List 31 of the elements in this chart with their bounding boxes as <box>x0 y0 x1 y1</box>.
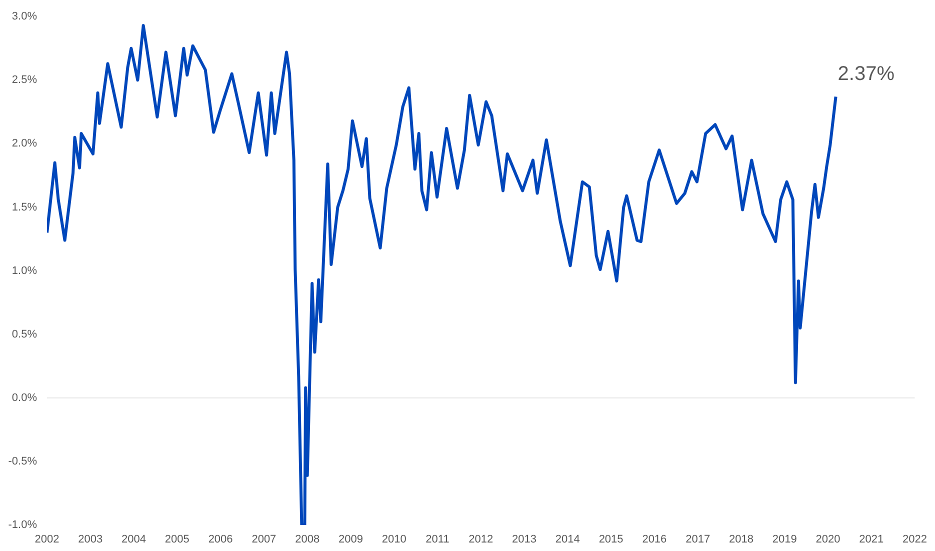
y-tick-label: 3.0% <box>12 10 38 23</box>
x-tick-label: 2011 <box>426 534 450 546</box>
y-tick-label: 0.5% <box>12 328 38 340</box>
x-tick-label: 2021 <box>859 534 884 546</box>
x-tick-label: 2007 <box>252 534 276 546</box>
x-tick-label: 2020 <box>816 534 840 546</box>
y-tick-label: 1.0% <box>12 264 38 277</box>
y-tick-label: 2.0% <box>12 138 38 150</box>
x-tick-label: 2002 <box>34 534 60 546</box>
y-tick-label: 0.0% <box>12 392 38 404</box>
x-tick-label: 2015 <box>598 534 624 546</box>
y-tick-label: 2.5% <box>12 74 38 86</box>
x-tick-label: 2017 <box>686 534 710 546</box>
x-tick-label: 2013 <box>512 534 537 546</box>
y-tick-label: -0.5% <box>8 455 38 468</box>
y-tick-label: 1.5% <box>12 201 38 214</box>
x-tick-label: 2022 <box>902 534 928 546</box>
x-tick-label: 2019 <box>772 534 797 546</box>
x-tick-label: 2008 <box>295 534 320 546</box>
x-tick-label: 2012 <box>468 534 494 546</box>
x-tick-label: 2006 <box>208 534 233 546</box>
y-tick-label: -1.0% <box>8 519 38 532</box>
x-tick-label: 2014 <box>555 534 580 546</box>
x-tick-label: 2004 <box>122 534 146 546</box>
x-tick-label: 2016 <box>642 534 667 546</box>
x-tick-label: 2009 <box>338 534 363 546</box>
x-tick-label: 2003 <box>78 534 103 546</box>
x-tick-label: 2010 <box>382 534 406 546</box>
x-tick-label: 2018 <box>728 534 754 546</box>
annotation: 2.37% <box>838 63 895 86</box>
x-tick-label: 2005 <box>164 534 190 546</box>
